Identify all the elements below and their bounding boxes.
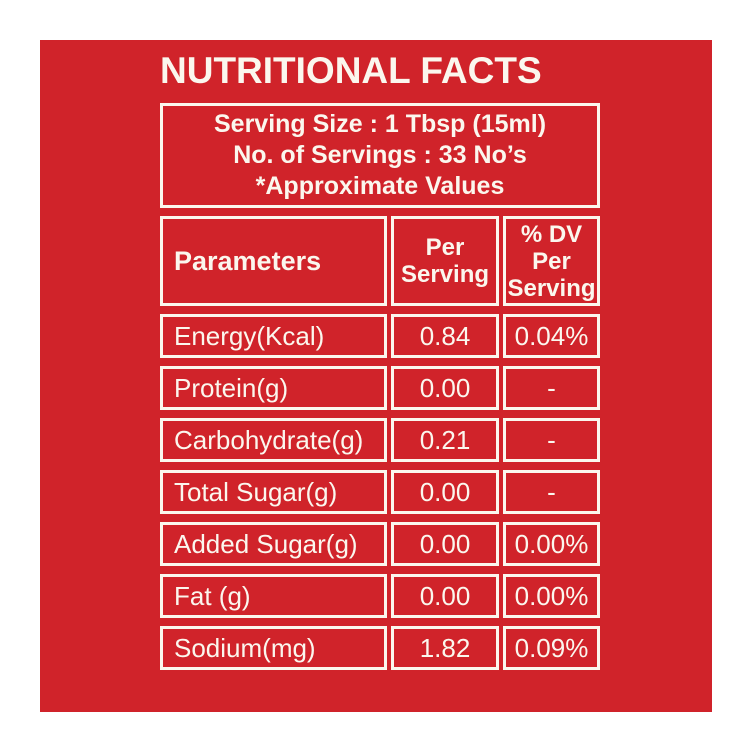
approximate-values-line: *Approximate Values (255, 172, 505, 200)
value-cell-added-sugar-per-serving: 0.00 (391, 522, 499, 566)
label-content: NUTRITIONAL FACTS Serving Size : 1 Tbsp … (160, 46, 600, 670)
value-cell-carbohydrate-per-serving: 0.21 (391, 418, 499, 462)
nutrition-table: Parameters Per Serving % DV Per Serving … (160, 216, 600, 670)
param-cell-protein: Protein(g) (160, 366, 387, 410)
param-cell-total-sugar: Total Sugar(g) (160, 470, 387, 514)
value-cell-added-sugar-dv: 0.00% (503, 522, 600, 566)
value-cell-fat-per-serving: 0.00 (391, 574, 499, 618)
serving-size-line: Serving Size : 1 Tbsp (15ml) (213, 110, 547, 138)
value-cell-total-sugar-dv: - (503, 470, 600, 514)
value-cell-sodium-per-serving: 1.82 (391, 626, 499, 670)
value-cell-energy-per-serving: 0.84 (391, 314, 499, 358)
param-cell-sodium: Sodium(mg) (160, 626, 387, 670)
param-cell-fat: Fat (g) (160, 574, 387, 618)
value-cell-total-sugar-per-serving: 0.00 (391, 470, 499, 514)
param-cell-energy: Energy(Kcal) (160, 314, 387, 358)
value-cell-fat-dv: 0.00% (503, 574, 600, 618)
value-cell-carbohydrate-dv: - (503, 418, 600, 462)
header-dv-per-serving: % DV Per Serving (503, 216, 600, 306)
value-cell-energy-dv: 0.04% (503, 314, 600, 358)
label-title: NUTRITIONAL FACTS (160, 50, 542, 91)
value-cell-protein-per-serving: 0.00 (391, 366, 499, 410)
value-cell-sodium-dv: 0.09% (503, 626, 600, 670)
nutrition-label-panel: NUTRITIONAL FACTS Serving Size : 1 Tbsp … (40, 40, 712, 712)
param-cell-carbohydrate: Carbohydrate(g) (160, 418, 387, 462)
header-parameters: Parameters (160, 216, 387, 306)
value-cell-protein-dv: - (503, 366, 600, 410)
servings-count-line: No. of Servings : 33 No’s (233, 141, 527, 169)
param-cell-added-sugar: Added Sugar(g) (160, 522, 387, 566)
header-per-serving: Per Serving (391, 216, 499, 306)
serving-info-box: Serving Size : 1 Tbsp (15ml) No. of Serv… (160, 103, 600, 208)
